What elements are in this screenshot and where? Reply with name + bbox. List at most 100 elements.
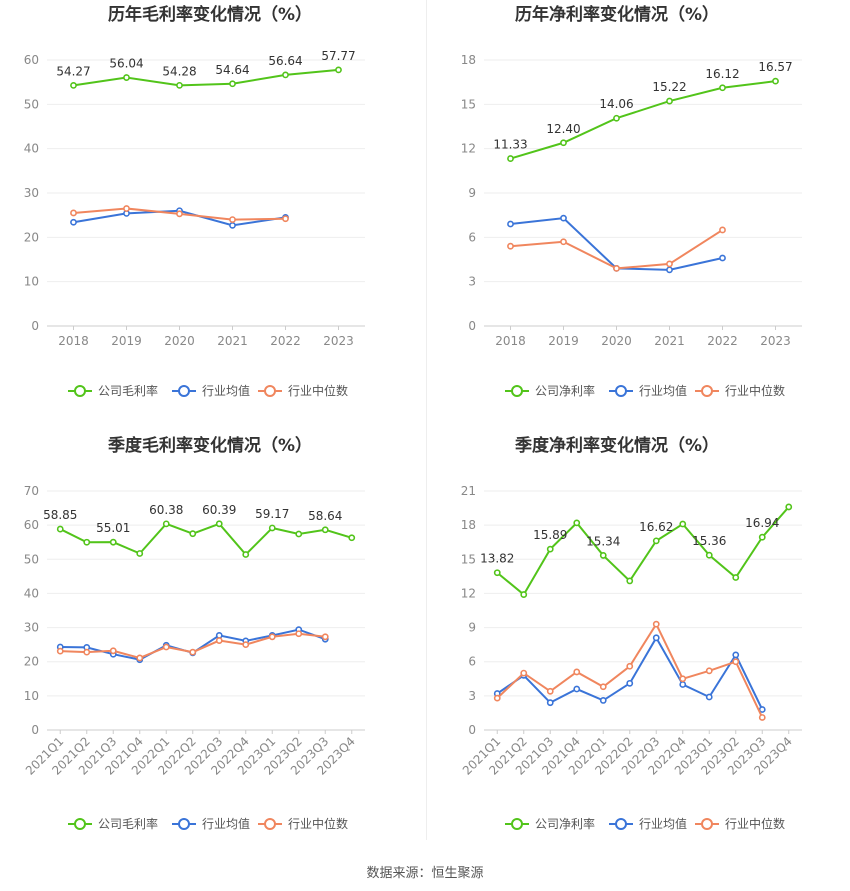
- data-point-company: [785, 503, 793, 511]
- data-source-note: 数据来源：恒生聚源: [366, 866, 484, 881]
- data-point-industry-median: [189, 648, 197, 656]
- data-point-industry-average: [507, 220, 514, 228]
- y-tick-label: 60: [24, 53, 39, 67]
- data-point-industry-median: [520, 669, 528, 677]
- data-point-company: [229, 80, 236, 88]
- legend-marker: [701, 385, 713, 397]
- x-tick-label: 2018: [58, 334, 89, 348]
- data-point-company: [772, 77, 779, 85]
- legend-item-company[interactable]: 公司净利率: [505, 816, 595, 831]
- data-point-industry-average: [719, 254, 726, 262]
- legend-item-industry-average[interactable]: 行业均值: [609, 816, 687, 831]
- panel-divider: [426, 0, 427, 840]
- legend-item-industry-median[interactable]: 行业中位数: [695, 383, 785, 398]
- legend-item-company[interactable]: 公司毛利率: [68, 816, 158, 831]
- y-tick-label: 21: [461, 484, 476, 498]
- x-tick-label: 2021: [654, 334, 685, 348]
- data-point-company: [189, 530, 197, 538]
- data-point-company: [599, 552, 607, 559]
- data-point-company: [652, 537, 660, 545]
- data-point-industry-average: [599, 697, 607, 704]
- data-point-company: [295, 530, 303, 538]
- y-tick-label: 30: [24, 186, 39, 200]
- x-tick-label: 2020: [164, 334, 195, 348]
- y-tick-label: 10: [24, 275, 39, 289]
- data-point-company: [719, 84, 726, 92]
- y-tick-label: 10: [24, 689, 39, 703]
- data-point-company: [705, 551, 713, 559]
- data-label: 16.57: [758, 60, 792, 74]
- data-point-industry-average: [560, 214, 567, 222]
- data-point-industry-average: [758, 706, 766, 713]
- x-tick-label: 2022: [707, 334, 738, 348]
- data-point-company: [546, 545, 554, 553]
- legend-marker: [615, 385, 627, 397]
- y-tick-label: 0: [468, 723, 476, 737]
- y-tick-label: 0: [468, 319, 476, 333]
- data-label: 60.39: [202, 503, 236, 517]
- data-label: 16.12: [705, 67, 739, 81]
- quarterly-gross-margin-chart: 季度毛利率变化情况（%） 0 10 20 30 40 50 60 70 2021Q1 2021Q2 2…: [0, 430, 420, 850]
- chart-title: 历年毛利率变化情况（%）: [108, 4, 312, 25]
- x-tick-label: 2018: [495, 334, 526, 348]
- legend-label: 行业中位数: [725, 816, 785, 831]
- y-tick-label: 40: [24, 586, 39, 600]
- data-point-industry-median: [626, 662, 634, 670]
- data-label: 59.17: [255, 507, 289, 521]
- data-point-company: [348, 534, 356, 542]
- legend-item-company[interactable]: 公司净利率: [505, 383, 595, 398]
- legend-marker: [511, 818, 523, 830]
- legend-item-industry-average[interactable]: 行业均值: [609, 383, 687, 398]
- legend-label: 公司净利率: [535, 816, 595, 831]
- y-tick-label: 20: [24, 230, 39, 244]
- legend-item-industry-average[interactable]: 行业均值: [172, 383, 250, 398]
- legend-item-industry-median[interactable]: 行业中位数: [695, 816, 785, 831]
- data-point-company: [758, 533, 766, 541]
- data-point-industry-average: [666, 266, 673, 274]
- data-point-industry-median: [70, 209, 77, 217]
- data-label: 54.28: [162, 64, 196, 78]
- legend-marker: [178, 385, 190, 397]
- annual-gross-margin-chart: 历年毛利率变化情况（%） 0 10 20 30 40 50 60 2018 2019 2020 202…: [0, 0, 420, 420]
- y-tick-label: 60: [24, 518, 39, 532]
- data-point-company: [493, 569, 501, 577]
- data-point-industry-median: [321, 633, 329, 641]
- x-tick-label: 2022: [270, 334, 301, 348]
- data-point-industry-median: [493, 694, 501, 702]
- data-point-industry-average: [679, 681, 687, 688]
- data-point-industry-median: [215, 637, 223, 644]
- data-point-industry-median: [162, 643, 170, 651]
- data-label: 13.82: [480, 552, 514, 566]
- y-tick-label: 18: [461, 518, 476, 532]
- legend-item-company[interactable]: 公司毛利率: [68, 383, 158, 398]
- data-point-company: [626, 577, 634, 585]
- x-tick-label: 2023: [760, 334, 791, 348]
- legend-marker: [264, 385, 276, 397]
- data-point-industry-median: [560, 238, 567, 246]
- y-tick-label: 50: [24, 97, 39, 111]
- y-tick-label: 18: [461, 53, 476, 67]
- data-point-industry-median: [705, 667, 713, 675]
- legend-item-industry-average[interactable]: 行业均值: [172, 816, 250, 831]
- legend-item-industry-median[interactable]: 行业中位数: [258, 816, 348, 831]
- legend-label: 行业中位数: [725, 383, 785, 398]
- legend-label: 公司毛利率: [98, 383, 158, 398]
- legend-label: 公司毛利率: [98, 816, 158, 831]
- data-point-industry-median: [295, 630, 303, 638]
- x-tick-label: 2023: [323, 334, 354, 348]
- data-label: 15.36: [692, 534, 726, 548]
- legend-item-industry-median[interactable]: 行业中位数: [258, 383, 348, 398]
- chart-title: 季度毛利率变化情况（%）: [108, 435, 312, 456]
- data-point-industry-median: [732, 658, 740, 666]
- y-tick-label: 20: [24, 655, 39, 669]
- data-point-company: [123, 74, 130, 81]
- data-point-company: [215, 520, 223, 528]
- y-tick-label: 0: [31, 319, 39, 333]
- data-point-industry-average: [652, 634, 660, 642]
- data-point-company: [335, 66, 342, 74]
- data-label: 58.64: [308, 509, 342, 523]
- data-point-industry-median: [56, 647, 64, 655]
- data-point-company: [109, 538, 117, 546]
- data-point-company: [242, 551, 250, 558]
- data-label: 12.40: [546, 122, 580, 136]
